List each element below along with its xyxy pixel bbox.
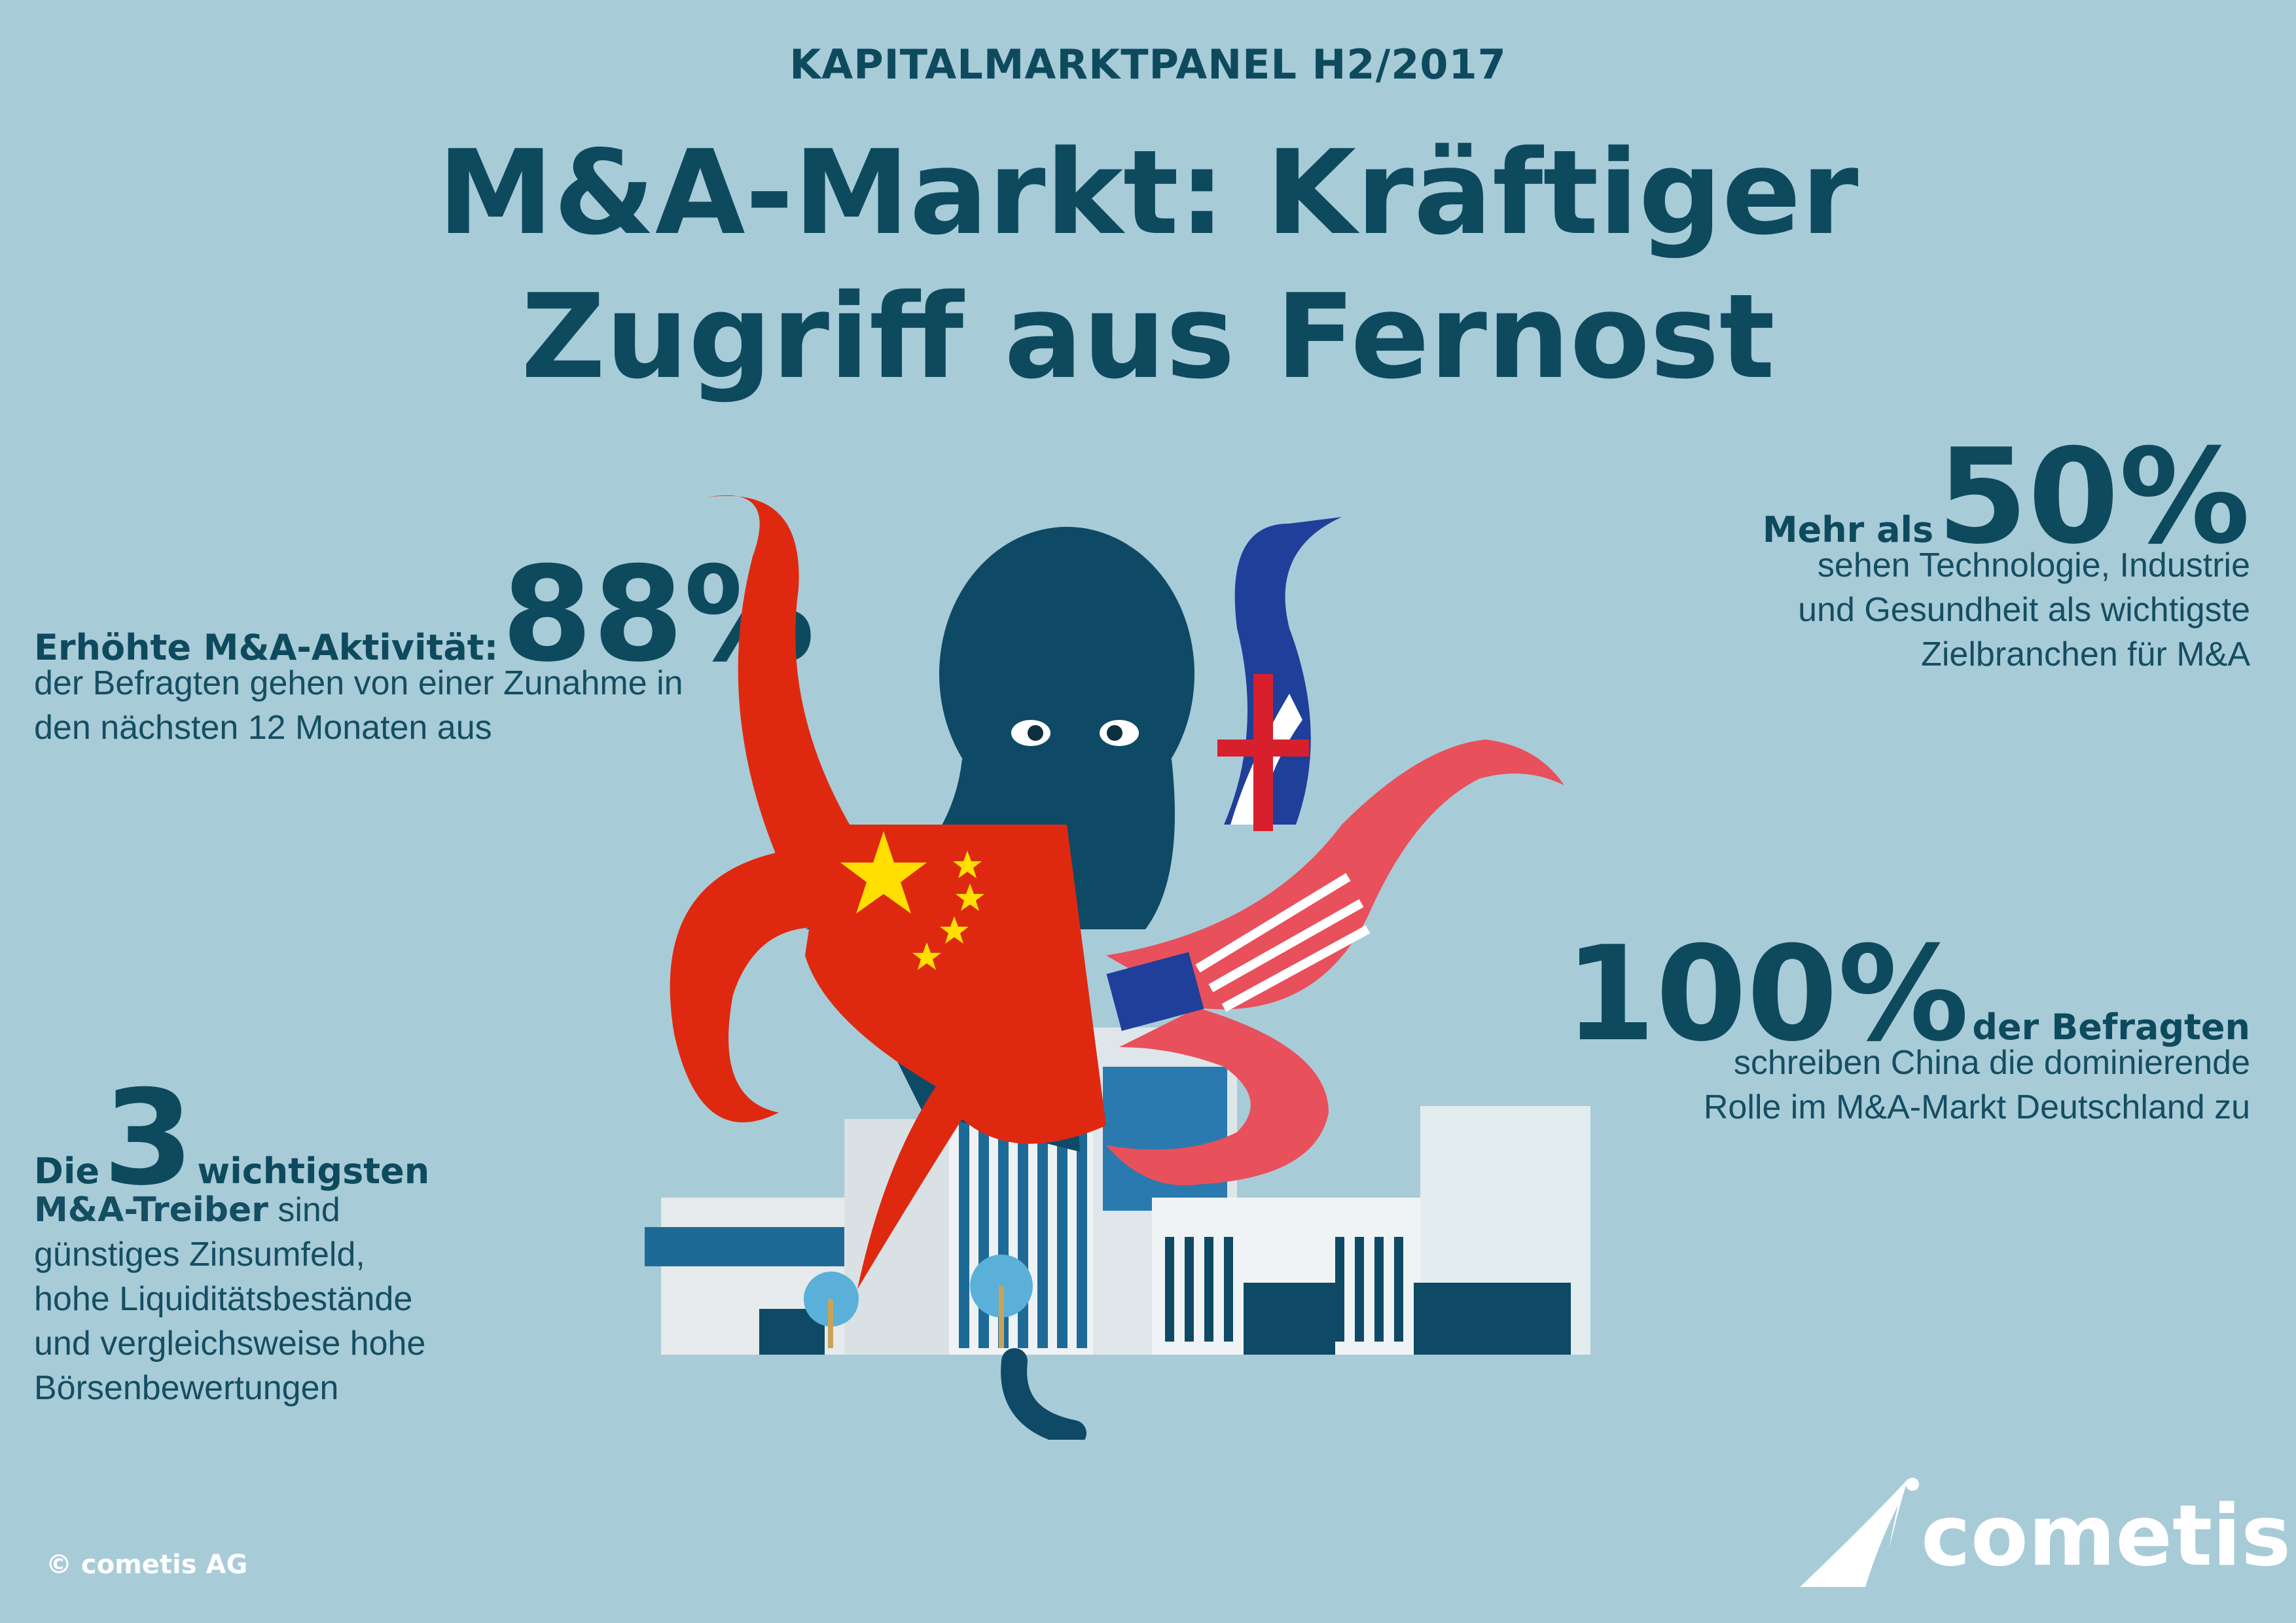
stat-drivers-label: M&A-Treiber xyxy=(34,1190,268,1230)
uk-flag-icon xyxy=(1217,517,1342,831)
stat-activity-text-line: den nächsten 12 Monaten aus xyxy=(34,709,492,747)
stat-sectors-text-line: sehen Technologie, Industrie xyxy=(1817,546,2250,584)
sail-logo-icon xyxy=(1800,1478,1919,1587)
octopus-illustration xyxy=(645,495,1590,1440)
stat-china-text-line: schreiben China die dominierende xyxy=(1733,1044,2250,1082)
stat-china-text-line: Rolle im M&A-Markt Deutschland zu xyxy=(1703,1088,2250,1126)
title-line-1: M&A-Markt: Kräftiger xyxy=(437,125,1859,260)
stat-sectors-prefix: Mehr als xyxy=(1762,509,1934,550)
stat-sectors-text-line: Zielbranchen für M&A xyxy=(1921,635,2250,673)
stat-sectors-heading: Mehr als 50% xyxy=(1763,432,2250,563)
stat-sectors-value: 50% xyxy=(1937,421,2250,573)
stat-drivers-heading: Die 3 wichtigsten xyxy=(34,1073,429,1204)
stat-china-value: 100% xyxy=(1564,918,1969,1071)
stat-activity-label: Erhöhte M&A-Aktivität: xyxy=(34,627,499,668)
china-flag-icon xyxy=(670,495,1106,1289)
stat-drivers-suffix: wichtigsten xyxy=(197,1150,430,1192)
stat-drivers-label-line: M&A-Treiber sind xyxy=(34,1188,425,1232)
stat-drivers-text-line: hohe Liquiditätsbestände xyxy=(34,1280,413,1318)
stat-china-heading: 100% der Befragten xyxy=(1564,929,2250,1060)
stat-drivers-prefix: Die xyxy=(34,1150,99,1192)
stat-drivers-text-line: günstiges Zinsumfeld, xyxy=(34,1236,365,1274)
stat-drivers-text: M&A-Treiber sind günstiges Zinsumfeld, h… xyxy=(34,1188,425,1410)
supertitle: KAPITALMARKTPANEL H2/2017 xyxy=(789,41,1507,88)
usa-flag-icon xyxy=(1106,740,1564,1186)
page-title: M&A-Markt: Kräftiger Zugriff aus Fernost xyxy=(0,121,2296,409)
stat-drivers-text-line: Börsenbewertungen xyxy=(34,1369,339,1407)
stat-sectors-text-line: und Gesundheit als wichtigste xyxy=(1798,591,2250,629)
office-buildings-icon xyxy=(645,1027,1590,1355)
copyright: © cometis AG xyxy=(46,1550,248,1580)
stat-china-text: schreiben China die dominierende Rolle i… xyxy=(1704,1041,2250,1130)
stat-activity-text: der Befragten gehen von einer Zunahme in… xyxy=(34,661,683,750)
stat-activity-text-line: der Befragten gehen von einer Zunahme in xyxy=(34,664,683,702)
stat-drivers-label-rest: sind xyxy=(268,1191,340,1229)
stat-china-suffix: der Befragten xyxy=(1972,1007,2250,1048)
stat-drivers-text-line: und vergleichsweise hohe xyxy=(34,1325,426,1363)
stat-sectors-text: sehen Technologie, Industrie und Gesundh… xyxy=(1798,543,2250,677)
title-line-2: Zugriff aus Fernost xyxy=(521,269,1775,404)
cometis-logo: cometis xyxy=(1787,1466,2291,1597)
stat-drivers-value: 3 xyxy=(103,1062,194,1215)
logo-text: cometis xyxy=(1921,1488,2291,1585)
